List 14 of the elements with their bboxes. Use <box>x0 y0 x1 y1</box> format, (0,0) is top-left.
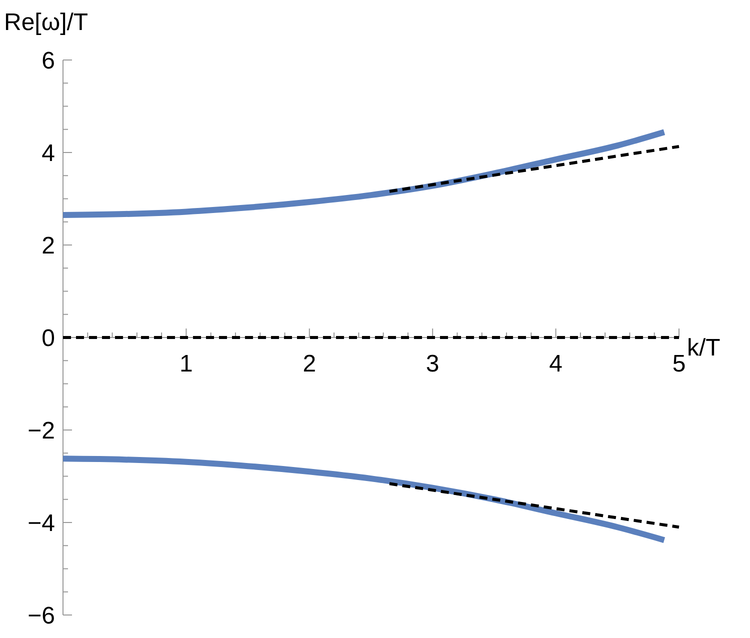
y-tick-label: −2 <box>28 417 55 444</box>
y-tick-label: 2 <box>42 232 55 260</box>
y-tick-label: 6 <box>42 47 55 74</box>
y-tick-label: −4 <box>28 510 55 537</box>
x-tick-label: 3 <box>426 350 440 378</box>
y-tick-label: 4 <box>42 140 55 167</box>
x-tick-label: 5 <box>672 350 686 378</box>
y-axis-title: Re[ω]/T <box>4 9 88 36</box>
x-tick-label: 1 <box>180 350 193 378</box>
x-tick-label: 4 <box>549 350 562 378</box>
x-axis-title: k/T <box>687 334 721 362</box>
y-tick-label: 0 <box>42 324 55 352</box>
x-tick-label: 2 <box>302 350 316 378</box>
y-tick-label: −6 <box>28 602 55 630</box>
